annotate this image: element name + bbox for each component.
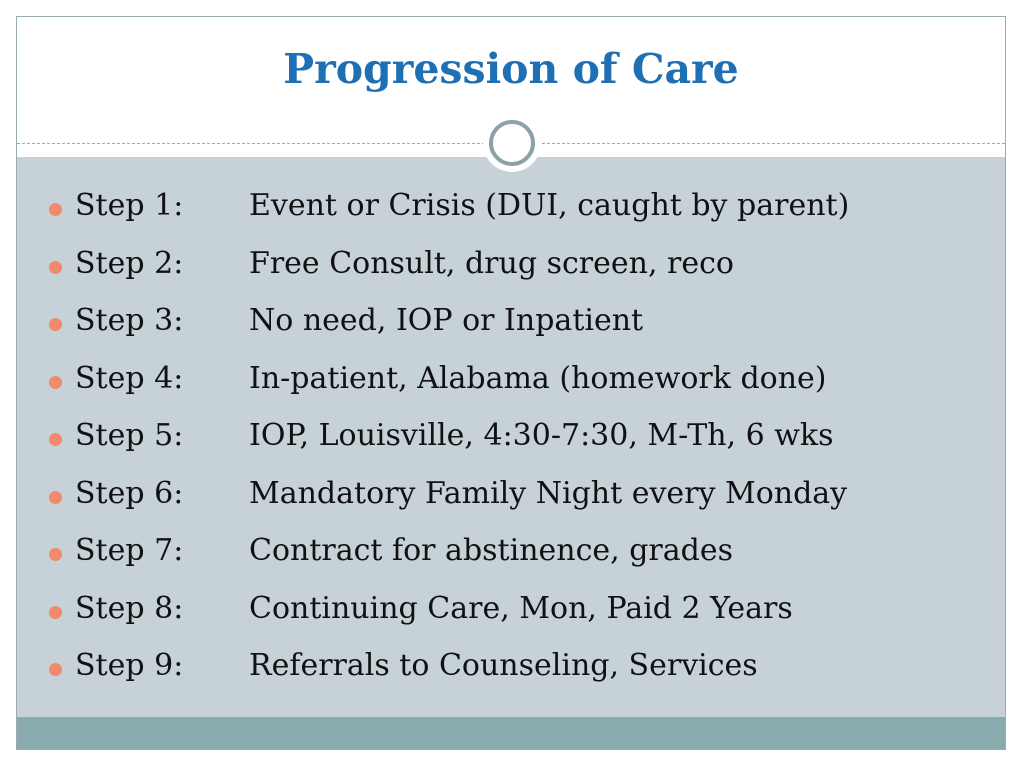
step-label: Step 7: (75, 533, 184, 568)
step-text: Event or Crisis (DUI, caught by parent) (249, 188, 850, 223)
slide: Progression of Care Step 1: Event or Cri… (16, 16, 1006, 750)
bullet-icon (49, 663, 62, 676)
step-text: Free Consult, drug screen, reco (249, 245, 734, 281)
step-text: IOP, Louisville, 4:30-7:30, M-Th, 6 wks (249, 418, 834, 453)
bullet-icon (49, 433, 62, 446)
bullet-icon (49, 375, 62, 389)
step-text: Referrals to Counseling, Services (249, 648, 758, 683)
step-label: Step 1: (75, 188, 184, 223)
step-text: No need, IOP or Inpatient (249, 303, 644, 338)
slide-title: Progression of Care (283, 45, 739, 93)
circle-ornament-icon (489, 120, 535, 166)
step-text: Mandatory Family Night every Monday (249, 475, 848, 511)
step-label: Step 8: (75, 590, 184, 626)
bullet-icon (49, 260, 62, 274)
step-label: Step 6: (75, 475, 184, 511)
step-text: Contract for abstinence, grades (249, 533, 733, 568)
bullet-icon (49, 318, 62, 331)
bottom-band (17, 717, 1005, 749)
step-label: Step 3: (75, 303, 184, 338)
bullet-icon (49, 490, 62, 504)
step-label: Step 2: (75, 245, 184, 281)
content-area (17, 157, 1005, 717)
step-label: Step 9: (75, 648, 184, 683)
step-text: In-patient, Alabama (homework done) (249, 360, 827, 396)
bullet-icon (49, 548, 62, 561)
step-text: Continuing Care, Mon, Paid 2 Years (249, 590, 793, 626)
bullet-icon (49, 203, 62, 216)
step-label: Step 5: (75, 418, 184, 453)
bullet-icon (49, 605, 62, 619)
step-label: Step 4: (75, 360, 184, 396)
